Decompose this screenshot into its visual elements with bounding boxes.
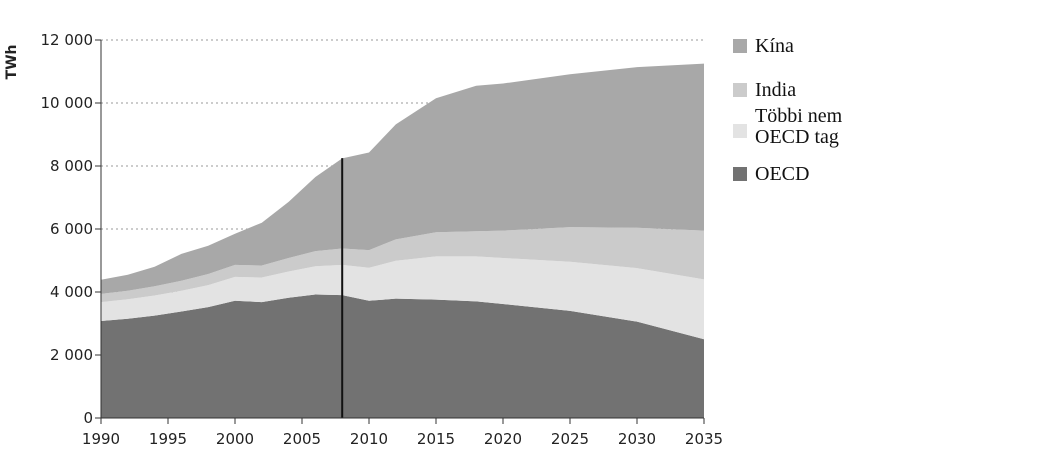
- x-tick-label: 2035: [685, 430, 723, 448]
- x-tick-label: 1995: [149, 430, 187, 448]
- legend-label: Többi nem OECD tag: [755, 105, 843, 148]
- y-tick-label: 4 000: [50, 283, 93, 301]
- x-tick-label: 2000: [216, 430, 254, 448]
- legend-label: India: [755, 79, 797, 101]
- y-tick-label: 6 000: [50, 220, 93, 238]
- y-tick-label: 10 000: [41, 94, 94, 112]
- legend-swatch: [733, 124, 747, 138]
- area-series-2: [101, 227, 704, 303]
- plot-areas: [101, 63, 704, 418]
- legend-label: Kína: [755, 35, 794, 57]
- y-tick-label: 8 000: [50, 157, 93, 175]
- x-tick-label: 2015: [417, 430, 455, 448]
- x-tick-label: 2005: [283, 430, 321, 448]
- y-tick-label: 2 000: [50, 346, 93, 364]
- area-series-3: [101, 63, 704, 294]
- x-tick-label: 2010: [350, 430, 388, 448]
- axes: 0 2 000 4 000 6 000 8 000 10 000 12 000 1990 199…: [41, 31, 724, 448]
- legend-item: Kína: [733, 36, 955, 57]
- legend-swatch: [733, 167, 747, 181]
- x-tick-label: 1990: [82, 430, 120, 448]
- y-tick-label: 0: [83, 409, 93, 427]
- x-tick-label: 2030: [618, 430, 656, 448]
- legend-item: Többi nem OECD tag: [733, 106, 895, 148]
- y-tick-label: 12 000: [41, 31, 94, 49]
- x-tick-label: 2020: [484, 430, 522, 448]
- area-series-1: [101, 256, 704, 340]
- legend-swatch: [733, 83, 747, 97]
- legend-item: OECD: [733, 164, 955, 185]
- area-series-0: [101, 294, 704, 418]
- legend-item: India: [733, 80, 955, 101]
- legend-label: OECD: [755, 163, 810, 185]
- legend-swatch: [733, 39, 747, 53]
- x-tick-label: 2025: [551, 430, 589, 448]
- y-axis-label: TWh: [4, 45, 20, 80]
